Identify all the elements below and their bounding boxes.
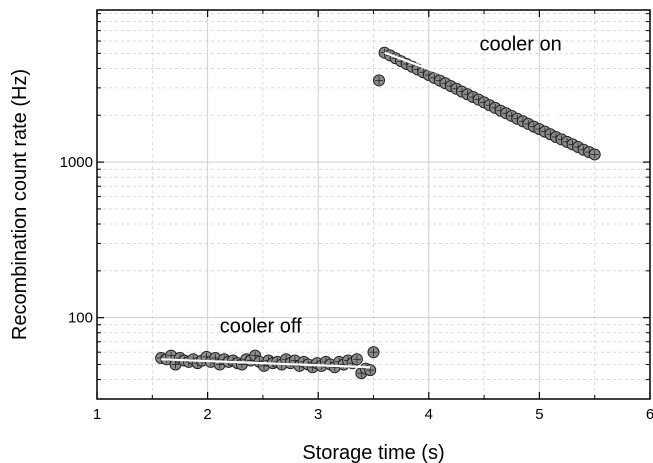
x-axis-label: Storage time (s) bbox=[302, 442, 444, 463]
x-tick-label: 4 bbox=[425, 406, 433, 423]
annotations: cooler on cooler off bbox=[220, 34, 562, 338]
y-axis-label: Recombination count rate (Hz) bbox=[9, 69, 31, 340]
x-tick-label: 2 bbox=[203, 406, 211, 423]
fit-line bbox=[384, 51, 596, 132]
annotation: cooler off bbox=[220, 316, 302, 338]
x-tick-label: 3 bbox=[314, 406, 322, 423]
ticks: 1 2 3 4 5 6 100 1000 bbox=[60, 10, 653, 423]
x-tick-label: 1 bbox=[93, 406, 101, 423]
annotation: cooler on bbox=[479, 34, 561, 56]
y-tick-label: 1000 bbox=[60, 154, 93, 171]
grid bbox=[96, 10, 651, 400]
x-tick-label: 6 bbox=[646, 406, 653, 423]
labels: Storage time (s) Recombination count rat… bbox=[9, 69, 445, 463]
x-tick-label: 5 bbox=[535, 406, 543, 423]
data-points bbox=[155, 46, 601, 380]
fit-line bbox=[161, 358, 371, 369]
y-tick-label: 100 bbox=[68, 310, 93, 327]
